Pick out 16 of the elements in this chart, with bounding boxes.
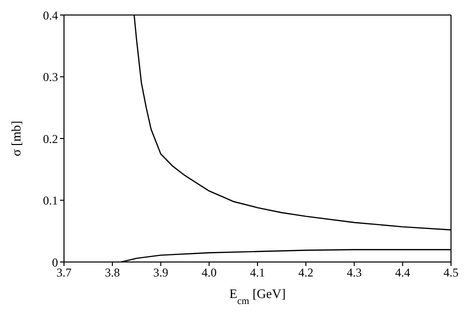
- x-tick-label: 4.4: [395, 266, 410, 280]
- x-axis-title: E$_{cm}$ [GeV]: [229, 286, 286, 306]
- y-tick-label: 0.4: [43, 8, 58, 22]
- x-tick-label: 4.2: [298, 266, 314, 280]
- x-tick-label: 4.1: [250, 266, 265, 280]
- y-tick-label: 0.1: [43, 194, 58, 208]
- x-tick-label: 3.7: [56, 266, 72, 280]
- x-tick-label: 4.5: [444, 266, 458, 280]
- x-tick-label: 4.3: [346, 266, 362, 280]
- y-axis-title: σ [mb]: [8, 120, 24, 156]
- y-tick-label: 0.2: [43, 132, 58, 146]
- y-tick-label: 0.3: [43, 70, 58, 84]
- y-tick-label: 0: [52, 255, 58, 270]
- x-tick-label: 3.9: [153, 266, 168, 280]
- x-tick-label: 3.8: [104, 266, 120, 280]
- x-tick-label: 4.0: [202, 266, 217, 280]
